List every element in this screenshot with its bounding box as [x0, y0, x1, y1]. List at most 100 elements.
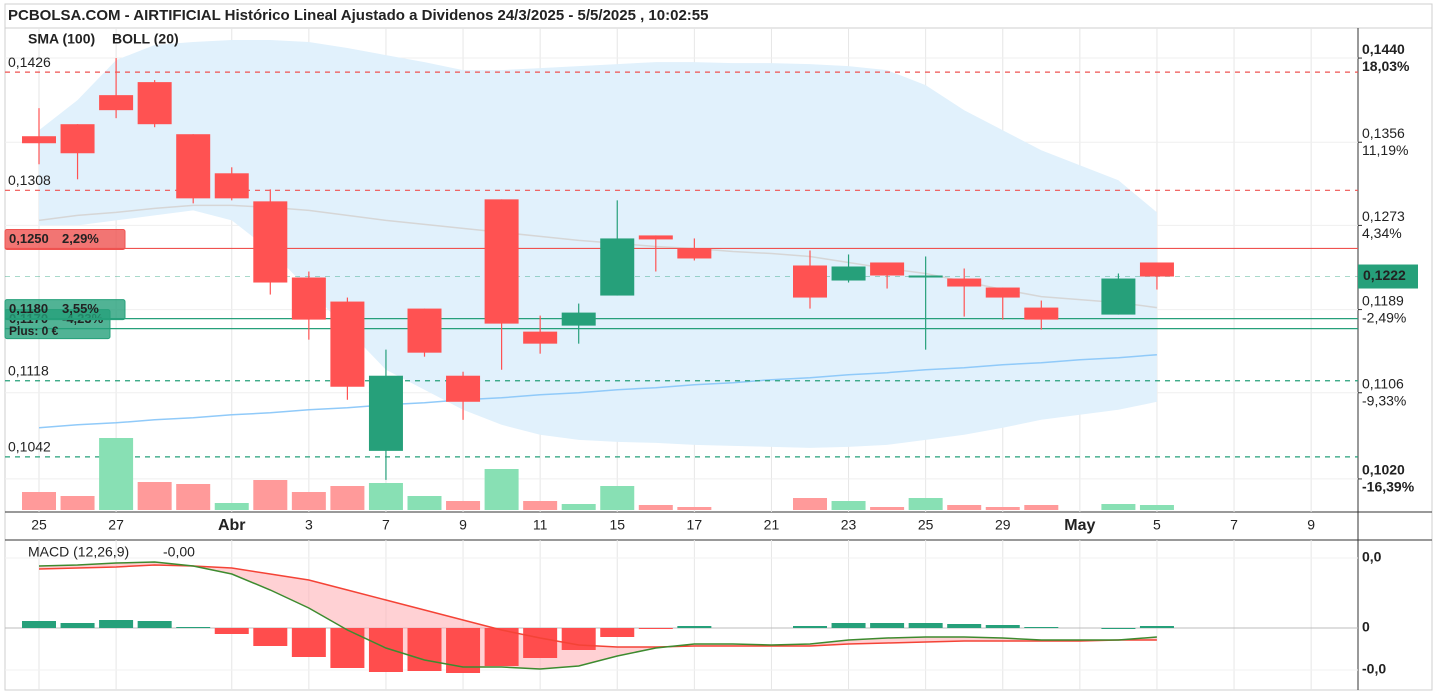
volume-bar: [291, 492, 326, 510]
volume-bar: [60, 496, 95, 510]
candle-body: [368, 375, 403, 451]
y-tick-change: -2,49%: [1362, 309, 1406, 325]
x-tick-label: 21: [764, 517, 780, 533]
volume-bar: [908, 498, 943, 510]
histogram-bar: [253, 628, 288, 646]
candle-body: [60, 124, 95, 154]
histogram-bar: [60, 623, 95, 628]
candle-body: [407, 308, 442, 353]
candle-body: [831, 266, 866, 281]
x-tick-label: 27: [108, 517, 124, 533]
candle-body: [523, 331, 558, 344]
macd-title: MACD (12,26,9): [28, 544, 129, 560]
macd-current: -0,00: [163, 544, 195, 560]
volume-bar: [793, 498, 827, 510]
last-price-label: 0,1222: [1363, 267, 1406, 283]
volume-bar: [22, 492, 56, 510]
band-area: [39, 40, 1157, 448]
x-tick-label: 7: [1230, 517, 1238, 533]
volume-bar: [600, 486, 635, 510]
volume-bar: [407, 496, 442, 510]
candle-body: [908, 275, 943, 278]
series-line: [38, 353, 1157, 429]
level-change: 2,29%: [62, 231, 99, 246]
last-price-box: [1358, 264, 1418, 289]
candle-body: [677, 248, 712, 259]
histogram-bar: [1024, 627, 1059, 628]
y-tick-label: -0,0: [1362, 661, 1386, 677]
y-tick-label: 0,1189: [1362, 292, 1404, 308]
histogram-bar: [291, 628, 326, 657]
x-tick-label: 29: [995, 517, 1011, 533]
volume-bar: [446, 501, 481, 510]
candle-body: [793, 265, 827, 298]
volume-bar: [330, 486, 365, 510]
candle-body: [176, 134, 211, 199]
histogram-bar: [368, 628, 403, 672]
level-label: 0,1308: [8, 172, 51, 188]
y-tick-change: 11,19%: [1362, 142, 1408, 158]
x-tick-label: 23: [841, 517, 857, 533]
candle-body: [137, 82, 172, 125]
macd-line: [38, 561, 1157, 670]
candle-body: [600, 238, 635, 296]
candle-body: [330, 301, 365, 387]
histogram-bar: [1101, 628, 1136, 629]
histogram-bar: [638, 628, 673, 629]
x-tick-label: 7: [382, 517, 390, 533]
volume-bar: [368, 483, 403, 510]
candle-body: [446, 375, 481, 402]
level-change: 3,55%: [62, 301, 99, 316]
volume-bar: [1139, 505, 1174, 510]
level-label: 0,1426: [8, 54, 51, 70]
level-label: 0,1250: [9, 231, 49, 246]
y-tick-label: 0,1106: [1362, 375, 1404, 391]
x-tick-label: 9: [1307, 517, 1315, 533]
x-tick-label: 11: [533, 517, 548, 533]
candle-body: [99, 95, 134, 111]
volume-bar: [484, 469, 519, 510]
volume-bar: [523, 501, 558, 510]
histogram-bar: [677, 626, 712, 628]
volume-bar: [137, 482, 172, 510]
histogram-bar: [99, 620, 134, 628]
volume-bar: [176, 484, 211, 510]
y-tick-label: 0,1273: [1362, 208, 1405, 224]
histogram-bar: [484, 628, 519, 666]
histogram-bar: [947, 624, 982, 628]
y-tick-label: 0,1356: [1362, 125, 1405, 141]
x-tick-label: 15: [609, 517, 625, 533]
x-tick-label: 17: [687, 517, 703, 533]
candle-body: [638, 235, 673, 240]
histogram-bar: [870, 623, 905, 628]
candle-body: [1101, 278, 1136, 315]
candle-body: [1024, 307, 1059, 320]
candle-body: [1139, 262, 1174, 277]
histogram-bar: [985, 625, 1020, 628]
volume-bar: [561, 504, 596, 510]
y-tick-change: 18,03%: [1362, 58, 1410, 74]
level-label: 0,1118: [8, 362, 49, 378]
candle-body: [22, 136, 56, 144]
level-box: [4, 228, 126, 250]
y-tick-change: 4,34%: [1362, 225, 1402, 241]
volume-bar: [947, 505, 982, 510]
candle-body: [561, 312, 596, 326]
volume-bar: [638, 505, 673, 510]
level-label: 0,1042: [8, 439, 51, 455]
histogram-bar: [831, 623, 866, 628]
volume-bar: [1024, 505, 1059, 510]
histogram-bar: [22, 621, 56, 628]
volume-bar: [870, 507, 905, 510]
y-tick-label: 0,1020: [1362, 462, 1405, 478]
histogram-bar: [176, 627, 211, 628]
histogram-bar: [561, 628, 596, 650]
histogram-bar: [330, 628, 365, 668]
y-tick-label: 0,1440: [1362, 41, 1405, 57]
candle-body: [870, 262, 905, 276]
histogram-bar: [793, 626, 827, 628]
level-label: 0,1180: [9, 301, 48, 316]
volume-bar: [253, 480, 288, 510]
candle-body: [947, 278, 982, 287]
